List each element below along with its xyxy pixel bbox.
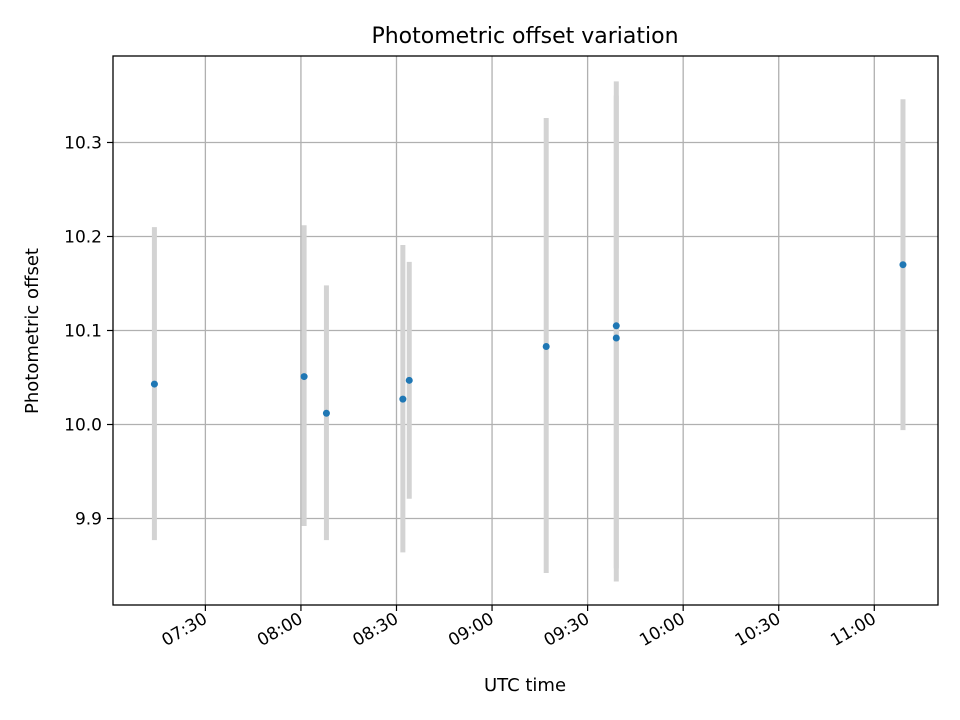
y-tick-label: 10.3 xyxy=(64,133,102,153)
data-points xyxy=(150,261,907,417)
y-tick-label: 10.2 xyxy=(64,227,102,247)
data-point xyxy=(322,409,330,417)
data-point xyxy=(542,342,550,350)
x-axis-label: UTC time xyxy=(484,675,566,696)
y-axis-label: Photometric offset xyxy=(22,248,43,414)
y-tick-label: 10.1 xyxy=(64,322,102,342)
y-tick-label: 9.9 xyxy=(75,510,102,530)
grid-layer xyxy=(113,56,938,605)
data-point xyxy=(399,395,407,403)
data-point xyxy=(405,376,413,384)
data-point xyxy=(612,334,620,342)
chart-title: Photometric offset variation xyxy=(371,24,678,49)
data-point xyxy=(300,373,308,381)
y-tick-label: 10.0 xyxy=(64,416,102,436)
data-point xyxy=(150,380,158,388)
data-point xyxy=(612,322,620,330)
data-point xyxy=(899,261,907,269)
